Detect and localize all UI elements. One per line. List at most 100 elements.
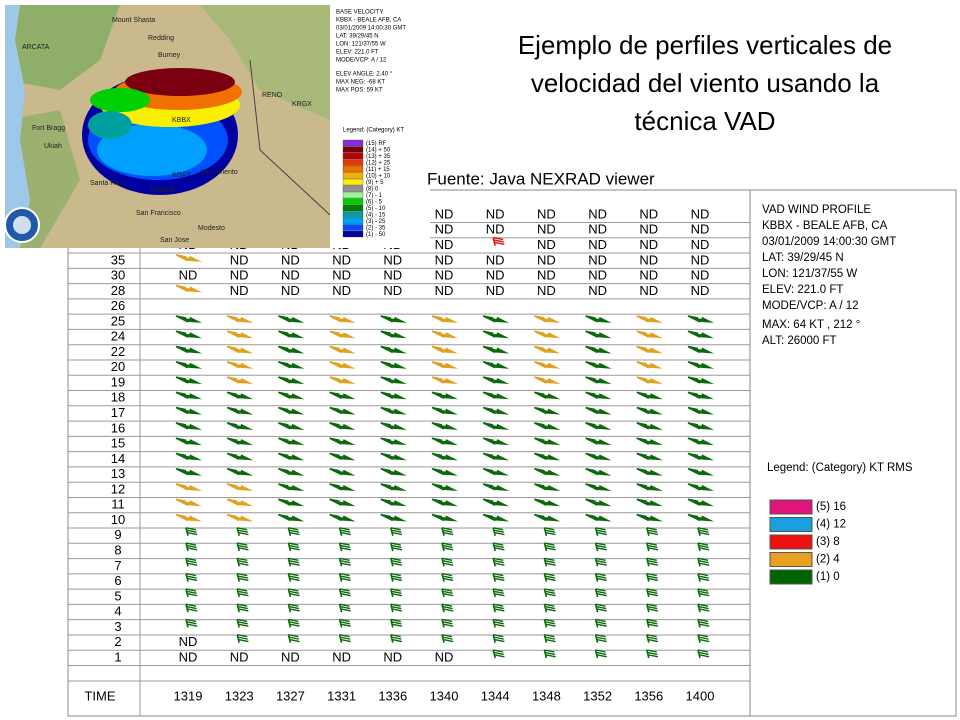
radar-info-line: 03/01/2009 14:00:30 GMT [336,26,406,32]
wind-barb [596,608,607,612]
wind-barb [544,544,556,549]
wind-barb [236,588,240,598]
wind-barb [691,439,702,443]
wind-barb [339,542,350,546]
wind-barb [441,573,445,582]
wind-barb [287,634,292,643]
wind-barb [278,437,289,441]
wind-barb [597,423,612,430]
map-place: Modesto [198,225,225,232]
wind-barb [391,636,402,640]
wind-barb [333,408,344,413]
wind-barb [290,423,305,430]
wind-barb [494,638,505,643]
wind-barb [534,422,545,426]
radar-legend-label: (3) - 25 [366,219,386,225]
wind-barb [594,527,599,536]
wind-barb [493,590,504,594]
wind-barb [338,558,343,567]
wind-barb [700,408,714,415]
wind-barb [589,469,600,474]
wind-barb [227,406,238,411]
wind-barb [697,588,709,592]
wind-barb [444,469,458,476]
wind-barb [239,484,254,491]
nd-label: ND [281,252,300,267]
wind-barb [188,332,202,339]
nd-label: ND [383,252,402,267]
wind-barb [380,437,391,441]
wind-barb [646,634,650,643]
wind-barb [239,393,254,400]
wind-barb [597,454,612,461]
radar-legend-label: (5) - 10 [366,206,386,212]
wind-barb [697,572,709,577]
terrain [200,5,330,120]
wind-barb [597,500,612,507]
nd-label: ND [537,268,556,283]
wind-barb [289,623,300,627]
wind-barb [596,560,607,564]
wind-barb [281,317,293,321]
wind-barb [444,515,458,522]
wind-barb [340,638,351,643]
wind-barb [380,468,391,472]
radar-legend-swatch [342,211,364,218]
altitude-label: 16 [111,420,125,435]
wind-barb [444,484,458,491]
wind-barb [543,588,548,598]
wind-barb [687,468,699,472]
wind-barb [238,593,249,597]
wind-barb [691,378,702,382]
radar-legend-label: (9) + 5 [366,180,384,186]
wind-barb [290,439,305,446]
wind-barb [227,452,238,457]
wind-barb [338,619,343,628]
wind-barb [281,423,293,428]
wind-barb [483,452,494,457]
time-tick: 1331 [327,688,356,703]
wind-barb [333,485,344,489]
wind-barb [596,547,607,551]
wind-barb [443,547,454,551]
wind-barb [585,345,596,350]
wind-barb [341,362,356,369]
wind-barb [186,575,197,579]
wind-barb [185,527,197,531]
wind-barb [494,654,505,658]
nd-label: ND [691,222,710,237]
wind-barb [239,378,254,385]
wind-barb [175,391,187,395]
wind-barb [646,603,650,613]
wind-barb [441,542,445,552]
wind-barb [546,316,561,323]
wind-barb [230,362,241,367]
radar-legend-label: (6) - 5 [366,199,383,205]
wind-barb [495,500,510,507]
radar-legend-swatch [342,198,364,205]
wind-barb [636,406,647,411]
wind-barb [647,593,659,597]
wind-barb [585,437,596,441]
nd-label: ND [281,649,300,664]
wind-barb [227,422,238,426]
legend-label: (3) 8 [816,536,840,548]
nd-label: ND [281,283,300,298]
altitude-label: 2 [114,634,121,649]
radar-legend-label: (15) RF [366,141,387,147]
wind-barb [188,408,202,415]
vad-info-line: LAT: 39/29/45 N [762,252,844,264]
wind-barb [647,605,658,610]
nd-label: ND [639,206,658,221]
map-place: KBBX [172,117,191,124]
wind-barb [239,408,254,415]
wind-barb [697,603,709,607]
wind-barb [647,590,658,594]
wind-barb [640,423,651,428]
wind-barb [441,572,453,577]
wind-barb [237,634,248,638]
wind-barb [697,557,709,562]
wind-barb [230,515,241,520]
wind-barb [287,542,292,552]
wind-barb [185,573,189,582]
